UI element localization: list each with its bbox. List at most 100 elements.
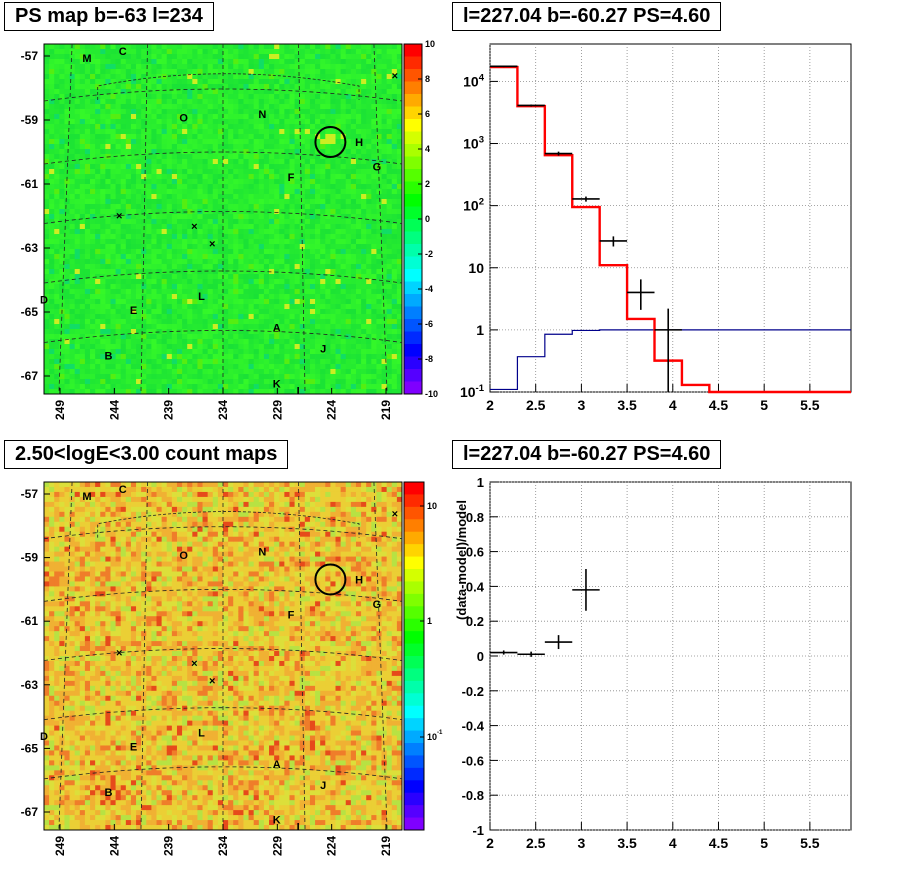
map-cell bbox=[366, 79, 372, 85]
map-cell bbox=[95, 359, 101, 365]
map-cell bbox=[258, 329, 265, 335]
map-cell bbox=[366, 334, 372, 340]
map-cell bbox=[90, 184, 96, 190]
map-cell bbox=[59, 354, 65, 360]
map-cell bbox=[171, 214, 178, 220]
map-cell bbox=[100, 259, 106, 265]
map-cell bbox=[44, 561, 50, 567]
map-cell bbox=[115, 329, 122, 335]
map-cell bbox=[49, 239, 55, 245]
map-cell bbox=[238, 309, 244, 315]
map-cell bbox=[386, 109, 393, 115]
map-cell bbox=[187, 309, 193, 315]
map-cell bbox=[105, 129, 111, 135]
map-cell bbox=[284, 169, 290, 175]
map-cell bbox=[350, 119, 357, 125]
map-cell bbox=[274, 294, 280, 300]
map-cell bbox=[202, 44, 209, 50]
map-cell bbox=[105, 84, 111, 90]
map-cell bbox=[253, 344, 260, 350]
map-cell bbox=[376, 364, 382, 370]
map-cell bbox=[110, 124, 116, 130]
map-cell bbox=[376, 264, 382, 270]
map-cell bbox=[396, 349, 403, 355]
map-cell bbox=[396, 59, 403, 65]
map-cell bbox=[340, 49, 347, 55]
map-cell bbox=[289, 59, 295, 65]
map-cell bbox=[335, 379, 342, 385]
map-cell bbox=[136, 169, 142, 175]
map-cell bbox=[238, 114, 244, 120]
map-cell bbox=[115, 94, 122, 100]
map-cell bbox=[279, 149, 285, 155]
map-cell bbox=[187, 79, 193, 85]
map-cell bbox=[320, 49, 326, 55]
map-cell bbox=[386, 44, 393, 50]
source-label-l: L bbox=[198, 291, 205, 303]
map-cell bbox=[299, 324, 306, 330]
map-cell bbox=[156, 239, 163, 245]
map-cell bbox=[176, 379, 183, 385]
map-cell bbox=[84, 64, 91, 70]
map-cell bbox=[361, 354, 367, 360]
map-cell bbox=[340, 359, 347, 365]
map-cell bbox=[44, 69, 50, 75]
map-cell bbox=[269, 359, 275, 365]
map-cell bbox=[345, 104, 352, 110]
map-cell bbox=[376, 259, 382, 265]
map-cell bbox=[304, 284, 311, 290]
map-cell bbox=[136, 59, 142, 65]
map-cell bbox=[166, 369, 173, 375]
map-cell bbox=[217, 339, 224, 345]
map-cell bbox=[315, 269, 321, 275]
map-cell bbox=[299, 54, 306, 60]
map-cell bbox=[115, 219, 122, 225]
map-cell bbox=[371, 129, 377, 135]
map-cell bbox=[350, 354, 357, 360]
map-cell bbox=[371, 84, 377, 90]
map-cell bbox=[335, 359, 342, 365]
map-cell bbox=[44, 374, 50, 380]
map-cell bbox=[391, 204, 398, 210]
map-cell bbox=[156, 384, 163, 390]
map-cell bbox=[84, 209, 91, 215]
map-cell bbox=[197, 219, 203, 225]
map-cell bbox=[263, 49, 270, 55]
map-cell bbox=[223, 74, 229, 80]
map-cell bbox=[44, 264, 50, 270]
map-cell bbox=[223, 364, 229, 370]
map-cell bbox=[130, 374, 137, 380]
map-cell bbox=[182, 59, 188, 65]
map-cell bbox=[345, 109, 352, 115]
map-cell bbox=[366, 114, 372, 120]
map-cell bbox=[309, 239, 316, 245]
map-cell bbox=[340, 279, 347, 285]
map-cell bbox=[335, 59, 342, 65]
map-cell bbox=[350, 59, 357, 65]
map-cell bbox=[130, 79, 137, 85]
map-cell bbox=[130, 194, 137, 200]
map-cell bbox=[69, 349, 76, 355]
map-cell bbox=[49, 264, 55, 270]
map-cell bbox=[115, 374, 122, 380]
map-cell bbox=[320, 274, 326, 280]
map-cell bbox=[151, 99, 157, 105]
map-cell bbox=[171, 359, 178, 365]
map-cell bbox=[54, 289, 60, 295]
map-cell bbox=[279, 94, 285, 100]
map-cell bbox=[253, 339, 260, 345]
map-cell bbox=[284, 289, 290, 295]
map-cell bbox=[151, 49, 157, 55]
map-cell bbox=[100, 89, 106, 95]
map-cell bbox=[79, 44, 86, 50]
map-cell bbox=[284, 344, 290, 350]
map-cell bbox=[396, 364, 403, 370]
map-cell bbox=[197, 164, 203, 170]
map-cell bbox=[151, 309, 157, 315]
map-cell bbox=[269, 339, 275, 345]
map-cell bbox=[309, 354, 316, 360]
map-cell bbox=[381, 214, 388, 220]
map-cell bbox=[197, 369, 203, 375]
map-cell bbox=[120, 369, 127, 375]
map-cell bbox=[54, 319, 60, 325]
